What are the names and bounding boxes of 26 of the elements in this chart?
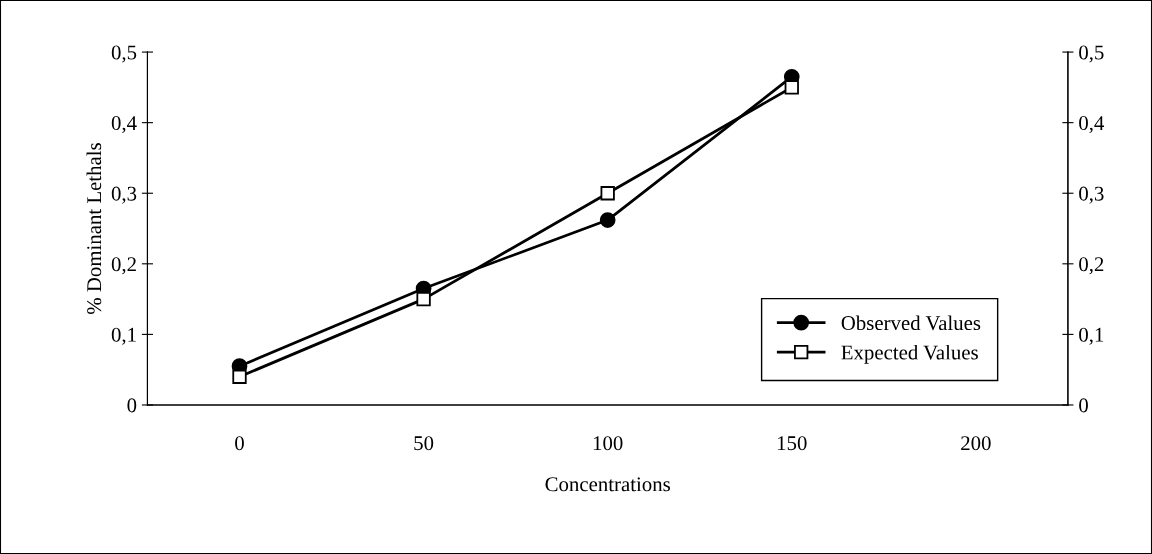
x-tick-label: 50 [414, 436, 434, 451]
y-axis-title: % Dominant Lethals [86, 143, 102, 315]
y-tick-label: 0,3 [111, 186, 137, 204]
y2-tick-label: 0,5 [1079, 45, 1104, 63]
x-tick-label: 150 [777, 436, 807, 451]
x-axis-title: Concentrations [545, 477, 670, 492]
y-tick-label: 0 [127, 398, 137, 413]
y-tick-label: 0,1 [111, 327, 136, 345]
x-tick-label: 0 [235, 436, 244, 451]
legend-label: Expected Values [841, 344, 978, 364]
x-tick-label: 100 [593, 436, 623, 451]
point [599, 212, 616, 228]
point [416, 291, 431, 307]
y-tick-label: 0,5 [111, 45, 137, 63]
legend-label: Observed Values [841, 315, 981, 331]
y2-tick-label: 0,1 [1079, 327, 1104, 345]
y-tick-label: 0,4 [111, 116, 137, 134]
y2-tick-label: 0 [1079, 398, 1088, 413]
y2-tick-label: 0,4 [1079, 116, 1105, 134]
y2-tick-label: 0,3 [1079, 186, 1104, 204]
point [784, 80, 799, 95]
x-tick-label: 200 [961, 436, 991, 451]
y2-tick-label: 0,2 [1079, 257, 1104, 275]
y-tick-label: 0,2 [111, 257, 136, 275]
point [600, 186, 615, 201]
point [232, 369, 247, 384]
